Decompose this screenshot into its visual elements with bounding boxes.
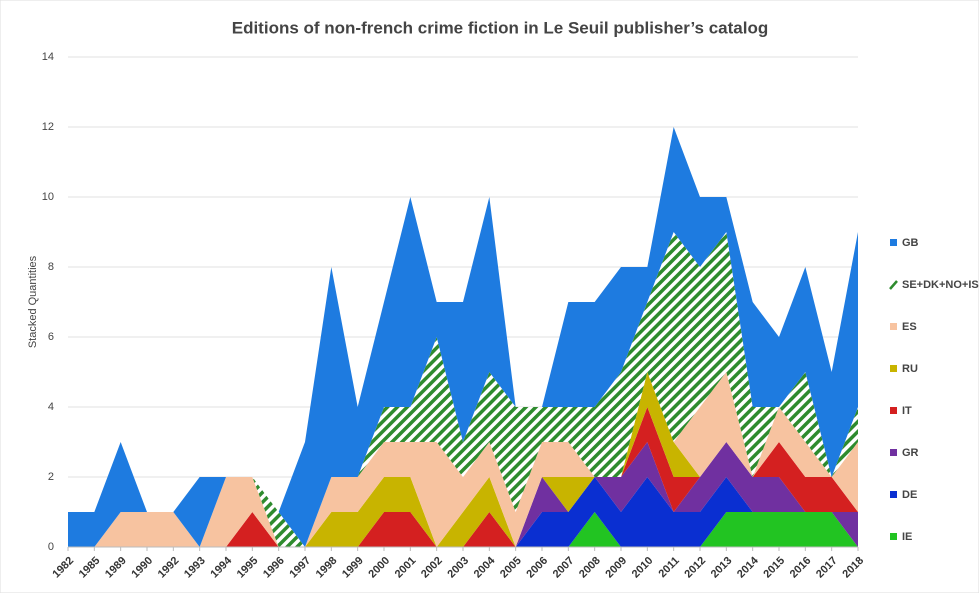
legend-label: IE: [902, 531, 912, 543]
legend-label: GR: [902, 447, 919, 459]
legend-swatch: [889, 280, 898, 290]
y-tick-label: 14: [42, 51, 54, 63]
area: [68, 442, 858, 547]
legend-label: RU: [902, 363, 918, 375]
legend-label: DE: [902, 489, 917, 501]
legend-swatch: [890, 323, 897, 330]
y-tick-label: 0: [48, 541, 54, 553]
legend-label: SE+DK+NO+IS: [902, 279, 979, 291]
y-tick-label: 2: [48, 471, 54, 483]
legend-swatch: [890, 491, 897, 498]
legend-label: GB: [902, 237, 919, 249]
legend-label: IT: [902, 405, 912, 417]
legend-swatch: [890, 533, 897, 540]
area: [68, 127, 858, 547]
legend-swatch: [890, 239, 897, 246]
legend-swatch: [890, 449, 897, 456]
y-tick-label: 8: [48, 261, 54, 273]
legend-swatch: [890, 365, 897, 372]
area: [68, 372, 858, 547]
y-tick-label: 4: [48, 401, 54, 413]
area: [68, 512, 858, 547]
chart-title: Editions of non-french crime fiction in …: [232, 18, 769, 37]
area: [68, 232, 858, 547]
y-tick-label: 6: [48, 331, 54, 343]
legend-swatch: [890, 407, 897, 414]
y-tick-label: 12: [42, 121, 54, 133]
y-axis-label: Stacked Quantities: [27, 255, 39, 348]
areas: [68, 127, 858, 547]
legend-label: ES: [902, 321, 917, 333]
area: [68, 372, 858, 547]
legend: GB SE+DK+NO+IS ES RU IT GR DE IE: [889, 237, 979, 543]
y-tick-label: 10: [42, 191, 54, 203]
